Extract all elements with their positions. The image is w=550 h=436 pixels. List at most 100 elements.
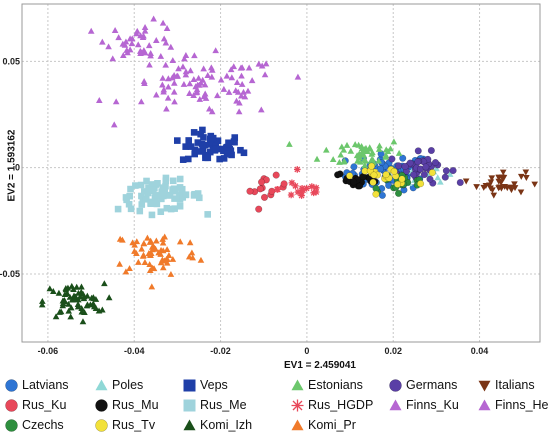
legend-label: Poles bbox=[112, 378, 144, 392]
point-rus-me bbox=[194, 190, 202, 197]
point-finns-he bbox=[167, 43, 175, 50]
legend-label: Finns_Ku bbox=[406, 398, 459, 412]
legend-marker-icon bbox=[183, 399, 196, 411]
point-finns-ku bbox=[201, 81, 209, 88]
point-latvians bbox=[399, 154, 407, 162]
point-rus-tv bbox=[369, 178, 377, 186]
point-finns-ku bbox=[262, 60, 270, 67]
point-rus-me bbox=[176, 175, 184, 183]
point-rus-me bbox=[182, 191, 190, 198]
point-estonians bbox=[347, 147, 355, 154]
point-rus-tv bbox=[382, 171, 390, 179]
point-rus-me bbox=[127, 185, 134, 193]
point-finns-he bbox=[111, 27, 119, 33]
point-finns-ku bbox=[171, 79, 178, 86]
point-rus-me bbox=[154, 180, 161, 187]
legend-marker-icon bbox=[5, 418, 18, 432]
point-rus-me bbox=[143, 177, 150, 185]
point-komi-izh bbox=[105, 294, 113, 301]
point-finns-he bbox=[163, 25, 171, 31]
legend-label: Rus_Ku bbox=[22, 398, 67, 412]
point-veps bbox=[185, 137, 193, 144]
point-finns-ku bbox=[186, 90, 193, 96]
series-komi-izh bbox=[38, 280, 113, 325]
point-finns-ku bbox=[258, 62, 266, 69]
legend-label: Komi_Izh bbox=[200, 418, 253, 432]
point-estonians bbox=[336, 158, 343, 165]
point-finns-ku bbox=[160, 86, 168, 93]
legend-item-finns-he: Finns_He bbox=[477, 395, 549, 415]
legend-item-rus-mu: Rus_Mu bbox=[94, 395, 159, 415]
point-veps bbox=[199, 147, 207, 155]
y-tick-label: 0 bbox=[15, 163, 20, 173]
point-komi-izh bbox=[99, 306, 106, 313]
data-points bbox=[38, 15, 538, 325]
point-rus-me bbox=[176, 192, 183, 199]
point-rus-ku bbox=[256, 185, 264, 193]
point-komi-pr bbox=[148, 283, 156, 290]
point-finns-ku bbox=[179, 63, 187, 70]
point-finns-he bbox=[115, 34, 122, 41]
point-finns-ku bbox=[170, 88, 178, 95]
point-komi-izh bbox=[75, 289, 82, 296]
point-rus-ku bbox=[255, 205, 263, 213]
point-finns-he bbox=[136, 47, 144, 54]
point-finns-ku bbox=[258, 106, 265, 113]
point-rus-me bbox=[152, 192, 159, 199]
point-italians bbox=[511, 181, 518, 188]
point-veps bbox=[191, 146, 199, 154]
point-komi-pr bbox=[188, 249, 196, 256]
point-komi-pr bbox=[146, 261, 153, 268]
point-veps bbox=[225, 140, 233, 148]
point-finns-ku bbox=[169, 57, 177, 64]
point-finns-ku bbox=[233, 79, 241, 86]
point-estonians bbox=[337, 151, 345, 158]
point-germans bbox=[388, 155, 396, 163]
point-rus-me bbox=[137, 181, 145, 189]
point-veps bbox=[209, 134, 217, 142]
point-rus-me bbox=[156, 192, 163, 199]
point-rus-tv bbox=[370, 171, 378, 179]
point-komi-izh bbox=[80, 295, 88, 302]
point-rus-me bbox=[127, 205, 135, 213]
point-rus-hgdp bbox=[288, 179, 296, 187]
point-finns-he bbox=[141, 24, 149, 30]
point-komi-pr bbox=[149, 246, 156, 253]
legend-marker-icon bbox=[95, 418, 108, 432]
point-finns-ku bbox=[225, 88, 233, 95]
point-rus-hgdp bbox=[298, 188, 305, 196]
point-estonians bbox=[360, 151, 368, 158]
point-rus-hgdp bbox=[294, 166, 301, 173]
point-veps bbox=[187, 143, 195, 150]
point-rus-tv bbox=[417, 180, 425, 188]
x-tick-label: 0.04 bbox=[471, 346, 489, 356]
point-finns-he bbox=[141, 49, 149, 56]
point-finns-ku bbox=[214, 92, 221, 99]
point-rus-me bbox=[195, 194, 203, 202]
point-estonians bbox=[395, 149, 403, 156]
point-finns-ku bbox=[193, 88, 201, 95]
point-finns-ku bbox=[146, 61, 153, 68]
point-komi-pr bbox=[122, 268, 130, 275]
point-estonians bbox=[286, 140, 293, 147]
point-veps bbox=[199, 126, 206, 134]
point-poles bbox=[437, 178, 444, 185]
point-veps bbox=[194, 139, 202, 146]
point-veps bbox=[204, 154, 212, 162]
point-rus-hgdp bbox=[298, 184, 306, 192]
point-rus-hgdp bbox=[292, 182, 299, 190]
point-rus-me bbox=[178, 185, 186, 193]
point-latvians bbox=[378, 191, 386, 199]
legend-marker-icon bbox=[291, 419, 304, 430]
point-finns-ku bbox=[110, 121, 118, 128]
legend-item-rus-tv: Rus_Tv bbox=[94, 415, 155, 435]
legend-label: Germans bbox=[406, 378, 458, 392]
point-estonians bbox=[340, 158, 347, 165]
point-italians bbox=[498, 174, 506, 181]
point-finns-he bbox=[152, 37, 160, 43]
point-finns-ku bbox=[212, 47, 219, 54]
point-rus-hgdp bbox=[312, 184, 320, 192]
series-rus-me bbox=[114, 174, 211, 219]
legend-marker-icon bbox=[389, 378, 402, 392]
legend-item-rus-me: Rus_Me bbox=[182, 395, 247, 415]
